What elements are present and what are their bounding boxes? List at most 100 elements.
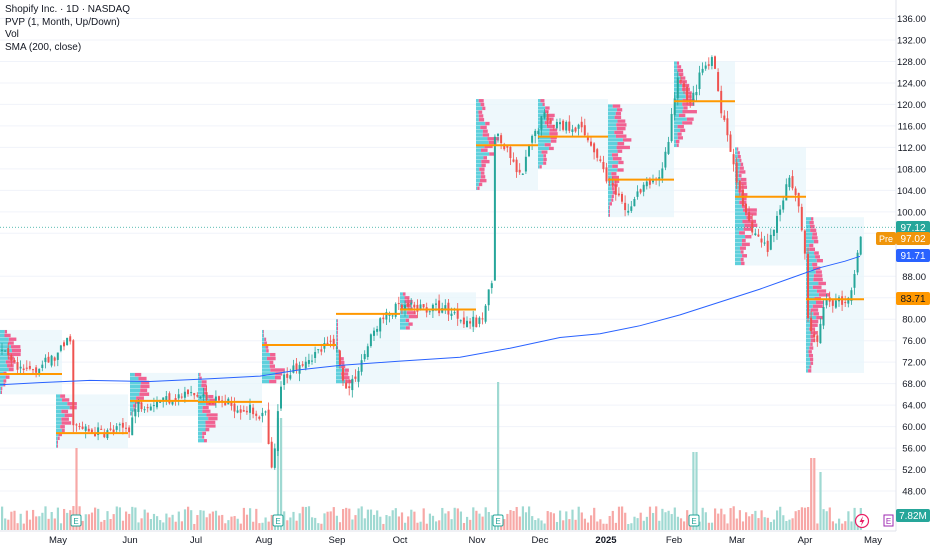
volume-bar bbox=[171, 514, 174, 530]
vp-bar-up bbox=[735, 246, 740, 250]
earnings-e-icon[interactable]: E bbox=[272, 514, 284, 527]
vp-bar-down bbox=[809, 357, 814, 362]
vp-bar-down bbox=[683, 106, 688, 110]
vp-bar-down bbox=[7, 364, 14, 368]
vp-bar-up bbox=[608, 190, 613, 195]
vp-bar-up bbox=[538, 106, 546, 110]
vp-bar-up bbox=[56, 440, 57, 444]
vp-bar-up bbox=[806, 228, 811, 232]
candle-body bbox=[844, 302, 847, 304]
vp-bar-up bbox=[262, 356, 267, 361]
vp-bar-down bbox=[336, 345, 338, 350]
indicator-pvp[interactable]: PVP (1, Month, Up/Down) bbox=[5, 16, 120, 28]
vp-bar-up bbox=[608, 164, 613, 168]
volume-bar bbox=[751, 514, 754, 530]
candle-body bbox=[813, 334, 816, 338]
volume-bar bbox=[100, 521, 103, 530]
candle-body bbox=[652, 180, 654, 183]
candle-body bbox=[748, 212, 751, 221]
vp-bar-down bbox=[481, 163, 486, 168]
price-tick-label: 120.00 bbox=[897, 100, 926, 111]
volume-bar bbox=[453, 507, 456, 530]
vp-bar-down bbox=[677, 136, 683, 140]
candle-body bbox=[493, 136, 496, 281]
vp-bar-down bbox=[810, 342, 813, 346]
vp-bar-down bbox=[341, 376, 350, 380]
earnings-e-icon[interactable]: E bbox=[70, 514, 82, 527]
vp-bar-up bbox=[198, 417, 209, 421]
earnings-e-icon[interactable]: E bbox=[688, 514, 700, 527]
volume-bar bbox=[741, 521, 745, 530]
vp-bar-up bbox=[674, 110, 683, 114]
vp-bar-down bbox=[549, 128, 558, 132]
candle-body bbox=[13, 359, 16, 363]
candle-body bbox=[190, 392, 193, 394]
volume-bar bbox=[645, 516, 648, 530]
vp-bar-up bbox=[130, 388, 141, 393]
candle-body bbox=[379, 318, 382, 332]
candle-body bbox=[472, 316, 475, 327]
candle-body bbox=[97, 427, 100, 435]
vp-bar-down bbox=[58, 432, 62, 437]
candle-body bbox=[577, 124, 580, 129]
vp-bar-up bbox=[608, 149, 618, 153]
vp-bar-up bbox=[674, 65, 678, 69]
candle-body bbox=[69, 336, 72, 342]
vp-bar-up bbox=[806, 277, 814, 282]
volume-bar bbox=[807, 507, 810, 530]
vp-bar-down bbox=[741, 261, 745, 266]
volume-bar bbox=[388, 516, 391, 530]
candle-body bbox=[103, 432, 106, 438]
indicator-sma[interactable]: SMA (200, close) bbox=[5, 41, 82, 53]
volume-bar bbox=[850, 521, 853, 530]
candle-body bbox=[497, 133, 499, 136]
vp-bar-up bbox=[735, 215, 747, 220]
volume-bar bbox=[782, 515, 785, 530]
volume-bar bbox=[211, 511, 214, 530]
vp-bar-down bbox=[737, 155, 741, 159]
candle-body bbox=[776, 215, 778, 233]
svg-text:E: E bbox=[886, 517, 891, 526]
vp-bar-up bbox=[538, 124, 547, 129]
vp-bar-down bbox=[815, 255, 820, 259]
vp-bar-down bbox=[482, 133, 490, 137]
candle-body bbox=[453, 312, 456, 314]
vp-bar-down bbox=[740, 193, 748, 197]
volume-bar bbox=[518, 516, 521, 530]
candle-body bbox=[94, 433, 96, 437]
vp-bar-up bbox=[336, 319, 338, 323]
volume-bar bbox=[639, 512, 642, 530]
vp-bar-down bbox=[677, 65, 682, 69]
vp-bar-up bbox=[608, 130, 615, 135]
indicator-vol[interactable]: Vol bbox=[5, 29, 19, 40]
earnings-upcoming-icon[interactable]: E bbox=[883, 514, 894, 527]
symbol-title[interactable]: Shopify Inc. · 1D · NASDAQ bbox=[5, 4, 131, 15]
vp-bar-down bbox=[336, 338, 338, 342]
price-axis[interactable]: 136.00 132.00 128.00 124.00 120.00 116.00 112.… bbox=[897, 14, 926, 498]
volume-bar bbox=[509, 510, 512, 530]
vp-bar-down bbox=[675, 139, 680, 144]
earnings-e-icon[interactable]: E bbox=[492, 514, 504, 527]
vp-bar-up bbox=[476, 106, 483, 111]
time-tick-label: May bbox=[864, 535, 882, 546]
candle-body bbox=[354, 376, 357, 379]
candle-body bbox=[75, 424, 78, 426]
time-axis[interactable]: May Jun Jul Aug Sep Oct Nov Dec 2025 Feb Mar Apr May bbox=[49, 535, 882, 546]
vp-bar-down bbox=[61, 417, 69, 421]
candle-body bbox=[515, 159, 518, 173]
volume-bar bbox=[63, 508, 66, 530]
vp-bar-up bbox=[674, 91, 686, 95]
volume-bar bbox=[245, 514, 249, 530]
vp-bar-down bbox=[139, 392, 150, 396]
volume-bar bbox=[202, 510, 205, 530]
vp-bar-up bbox=[336, 357, 340, 361]
volume-bar bbox=[828, 507, 831, 530]
alert-flash-icon[interactable] bbox=[854, 513, 870, 529]
volume-bar bbox=[670, 514, 673, 530]
candle-body bbox=[841, 296, 844, 305]
vp-bar-down bbox=[543, 154, 547, 158]
volume-bar bbox=[599, 519, 602, 530]
volume-bar bbox=[757, 518, 760, 530]
